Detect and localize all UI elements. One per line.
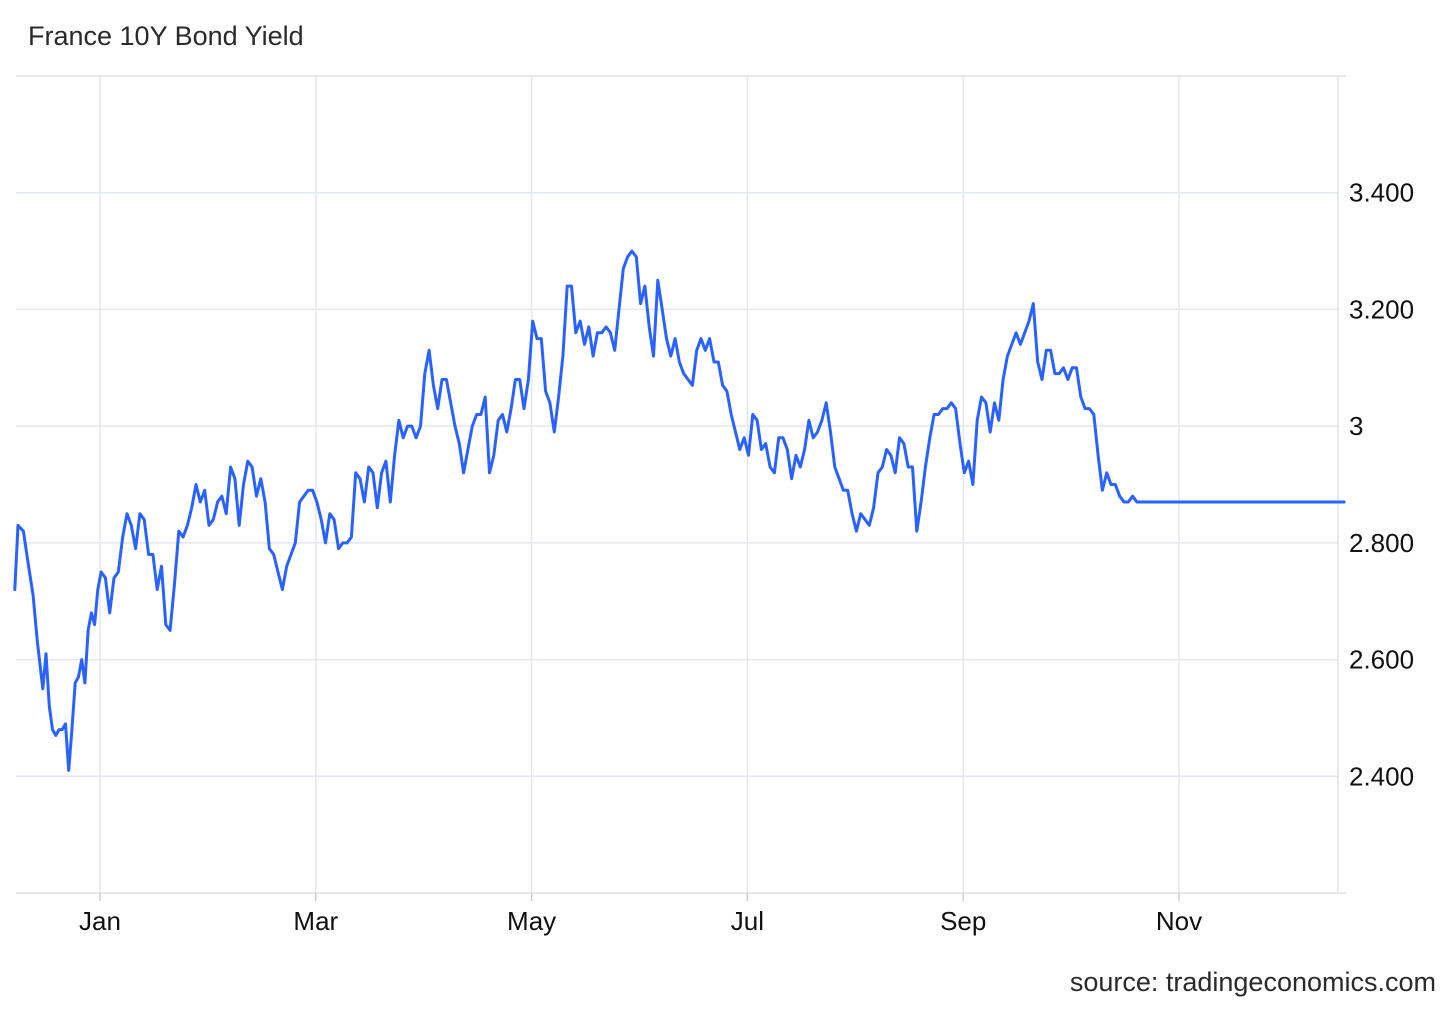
- x-tick-label: Sep: [940, 906, 986, 936]
- y-tick-label: 3: [1349, 411, 1363, 441]
- y-tick-label: 2.800: [1349, 528, 1414, 558]
- y-tick-label: 2.600: [1349, 645, 1414, 675]
- x-tick-label: May: [507, 906, 556, 936]
- chart-title: France 10Y Bond Yield: [28, 21, 304, 51]
- x-tick-label: Jul: [731, 906, 764, 936]
- yield-line: [13, 249, 1346, 772]
- gridlines: [16, 76, 1338, 893]
- source-credit: source: tradingeconomics.com: [1069, 967, 1436, 997]
- x-axis: Jan Mar May Jul Sep Nov: [79, 893, 1202, 936]
- x-tick-label: Mar: [293, 906, 338, 936]
- y-axis: 2.400 2.600 2.800 3 3.200 3.400: [1349, 178, 1414, 792]
- y-tick-label: 2.400: [1349, 761, 1414, 791]
- x-tick-label: Jan: [79, 906, 121, 936]
- y-tick-label: 3.400: [1349, 178, 1414, 208]
- y-tick-label: 3.200: [1349, 294, 1414, 324]
- x-tick-label: Nov: [1156, 906, 1202, 936]
- plot-frame: [16, 75, 1346, 894]
